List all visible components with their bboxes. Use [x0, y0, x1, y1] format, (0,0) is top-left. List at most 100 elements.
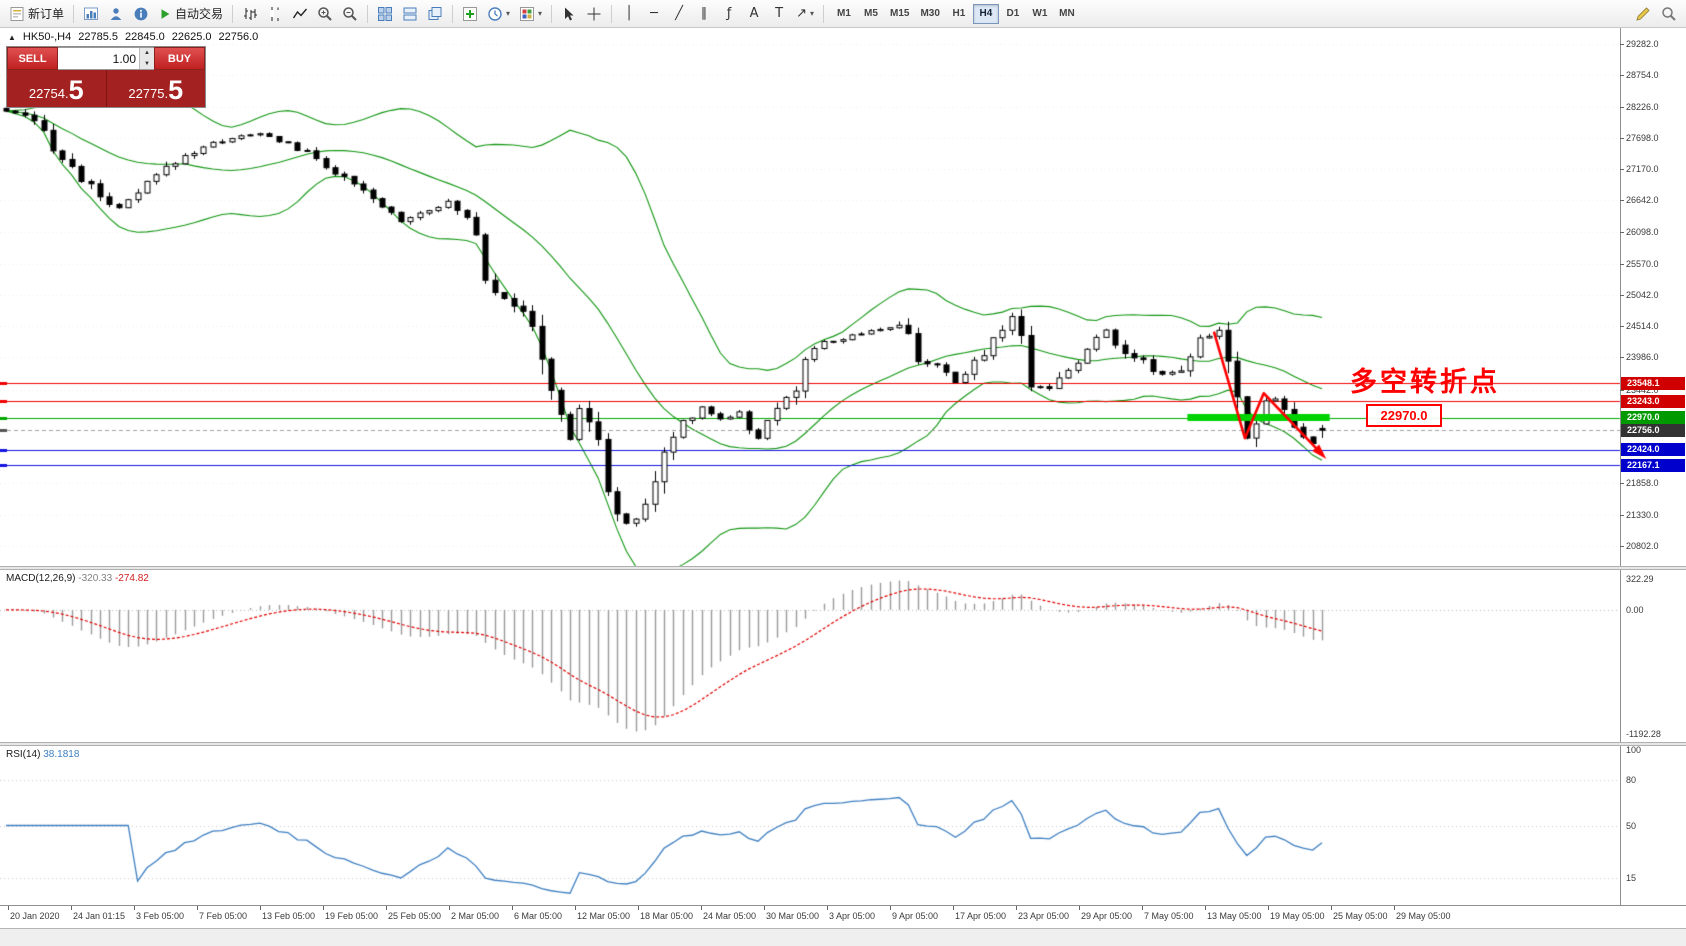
time-axis-label: 6 Mar 05:00 — [514, 911, 563, 921]
profile-button[interactable] — [104, 2, 128, 25]
sell-button[interactable]: SELL — [7, 47, 58, 70]
time-axis-tick — [71, 906, 72, 910]
volume-spinner: ▲ ▼ — [139, 48, 154, 69]
one-click-toggle[interactable]: ▲ — [8, 32, 16, 42]
time-axis-tick — [890, 906, 891, 910]
bar-chart-button[interactable] — [238, 2, 262, 25]
periods-button[interactable]: ▾ — [483, 2, 514, 25]
charts-button[interactable] — [79, 2, 103, 25]
time-axis-label: 20 Jan 2020 — [10, 911, 60, 921]
crosshair-button[interactable] — [582, 2, 606, 25]
time-axis-label: 29 Apr 05:00 — [1081, 911, 1133, 921]
text-label-icon: T — [775, 6, 784, 21]
templates-button[interactable]: ▾ — [515, 2, 546, 25]
time-axis-tick — [827, 906, 828, 910]
panel-divider[interactable] — [0, 566, 1686, 570]
buy-price-main: 22775. — [128, 86, 169, 101]
volume-down-button[interactable]: ▼ — [140, 58, 154, 69]
time-axis-tick — [575, 906, 576, 910]
time-axis-tick — [8, 906, 9, 910]
vertical-line-icon: │ — [625, 6, 633, 21]
time-axis-label: 3 Feb 05:00 — [136, 911, 185, 921]
autotrade-label: 自动交易 — [175, 7, 224, 21]
timeframe-h1[interactable]: H1 — [946, 4, 972, 24]
tile-windows-button[interactable] — [373, 2, 397, 25]
fibonacci-icon: ƒ — [726, 6, 732, 21]
time-axis-label: 7 Feb 05:00 — [199, 911, 248, 921]
arrange-windows-icon — [402, 6, 418, 22]
toolbar-separator — [611, 4, 613, 23]
time-axis-label: 13 Feb 05:00 — [262, 911, 316, 921]
buy-price-display[interactable]: 22775. 5 — [107, 70, 206, 107]
autotrade-icon — [158, 7, 172, 21]
cascade-windows-button[interactable] — [423, 2, 447, 25]
cursor-icon — [561, 6, 577, 22]
volume-input[interactable] — [58, 48, 139, 69]
info-icon — [133, 6, 149, 22]
search-button[interactable] — [1657, 2, 1681, 25]
timeframe-w1[interactable]: W1 — [1027, 4, 1053, 24]
volume-up-button[interactable]: ▲ — [140, 48, 154, 59]
zoom-in-icon — [317, 6, 333, 22]
window-bottom-edge — [0, 928, 1686, 946]
price-axis-tick — [1620, 75, 1624, 76]
info-button[interactable] — [129, 2, 153, 25]
time-axis[interactable]: 20 Jan 2020 24 Jan 01:15 3 Feb 05:00 7 Feb … — [0, 905, 1686, 928]
vertical-line-button[interactable]: │ — [617, 2, 641, 25]
text-label-button[interactable]: T — [767, 2, 791, 25]
zoom-in-button[interactable] — [313, 2, 337, 25]
line-chart-button[interactable] — [288, 2, 312, 25]
price-axis-tick — [1620, 107, 1624, 108]
panel-divider[interactable] — [0, 742, 1686, 746]
zoom-out-button[interactable] — [338, 2, 362, 25]
line-chart-icon — [292, 6, 308, 22]
price-axis-tick — [1620, 232, 1624, 233]
add-indicator-button[interactable] — [458, 2, 482, 25]
new-order-button[interactable]: 新订单 — [5, 2, 68, 25]
time-axis-tick — [1331, 906, 1332, 910]
time-axis-label: 25 Feb 05:00 — [388, 911, 442, 921]
arrange-windows-button[interactable] — [398, 2, 422, 25]
autotrade-button[interactable]: 自动交易 — [154, 2, 227, 25]
fibonacci-button[interactable]: ƒ — [717, 2, 741, 25]
horizontal-line-button[interactable]: ─ — [642, 2, 666, 25]
time-axis-tick — [386, 906, 387, 910]
candlestick-icon: roke="#222" stroke-width="1"/> — [267, 6, 283, 22]
timeframe-m5[interactable]: M5 — [858, 4, 884, 24]
candlestick-button[interactable]: roke="#222" stroke-width="1"/> — [263, 2, 287, 25]
buy-button[interactable]: BUY — [154, 47, 205, 70]
price-axis-tick — [1620, 483, 1624, 484]
timeframe-m1[interactable]: M1 — [831, 4, 857, 24]
trendline-button[interactable]: ╱ — [667, 2, 691, 25]
price-scale[interactable] — [1621, 28, 1686, 905]
timeframe-m30[interactable]: M30 — [915, 4, 944, 24]
time-axis-label: 17 Apr 05:00 — [955, 911, 1007, 921]
timeframe-h4[interactable]: H4 — [972, 3, 999, 24]
time-axis-label: 19 May 05:00 — [1270, 911, 1325, 921]
time-axis-label: 18 Mar 05:00 — [640, 911, 694, 921]
cursor-button[interactable] — [557, 2, 581, 25]
pencil-button[interactable] — [1631, 2, 1655, 25]
timeframe-mn[interactable]: MN — [1054, 4, 1080, 24]
price-axis-tick — [1620, 169, 1624, 170]
text-button[interactable]: A — [742, 2, 766, 25]
price-axis-tick — [1620, 546, 1624, 547]
time-axis-label: 19 Feb 05:00 — [325, 911, 379, 921]
time-axis-tick — [197, 906, 198, 910]
toolbar: 新订单 自动交易 roke="#222" stroke-width="1"/> … — [0, 0, 1686, 28]
time-axis-tick — [953, 906, 954, 910]
toolbar-separator — [73, 4, 75, 23]
timeframe-m15[interactable]: M15 — [885, 4, 914, 24]
pencil-icon — [1635, 6, 1651, 22]
sell-price-display[interactable]: 22754. 5 — [7, 70, 107, 107]
time-axis-tick — [764, 906, 765, 910]
arrow-icon: ↗ — [796, 6, 807, 21]
timeframe-d1[interactable]: D1 — [1000, 4, 1026, 24]
equidistant-channel-button[interactable]: ∥ — [692, 2, 716, 25]
buy-price-big-digit: 5 — [168, 75, 184, 105]
volume-box: ▲ ▼ — [58, 47, 154, 70]
text-icon: A — [749, 6, 759, 21]
arrows-button[interactable]: ↗ ▾ — [792, 2, 818, 25]
